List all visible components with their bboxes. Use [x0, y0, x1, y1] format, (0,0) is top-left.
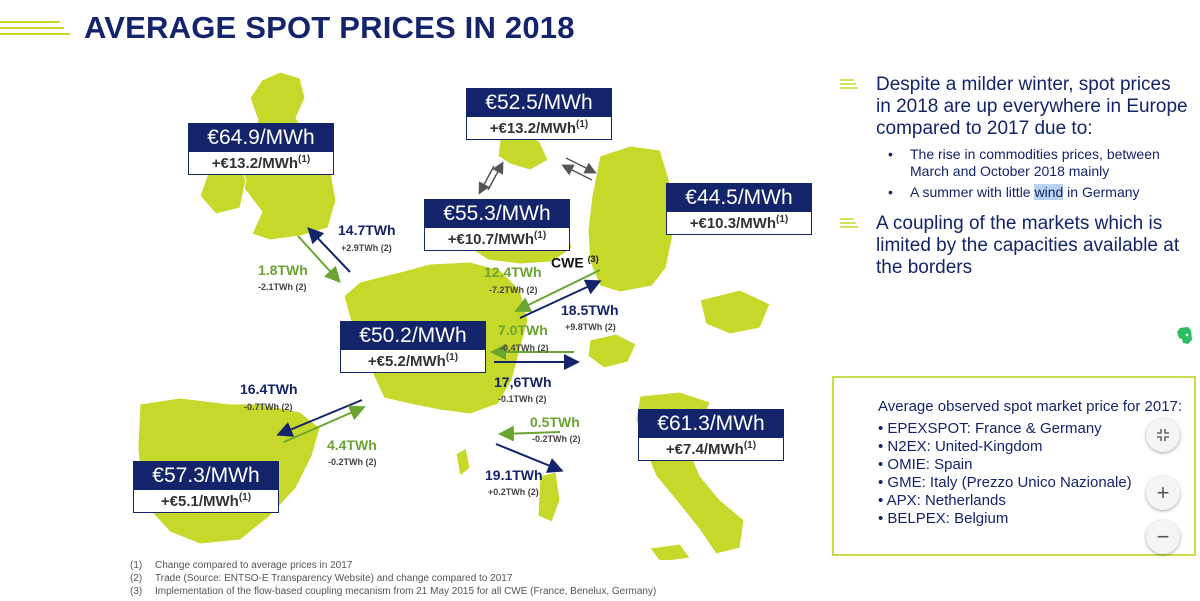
arrow-cwe-green — [514, 269, 601, 312]
legend-item: OMIE: Spain — [878, 456, 1194, 474]
spain-change: +€5.1/MWh(1) — [160, 492, 252, 510]
uk-price-box: €64.9/MWh +€13.2/MWh(1) — [188, 123, 334, 175]
footnote: (2) Trade (Source: ENTSO-E Transparency W… — [130, 573, 513, 584]
flow-es-blue-value: 16.4TWh — [240, 381, 298, 397]
italy-price: €61.3/MWh — [639, 410, 783, 438]
arrow-cwe-blue — [519, 279, 602, 319]
legend-item: BELPEX: Belgium — [878, 510, 1194, 528]
flow-es-green-value: 4.4TWh — [327, 437, 377, 453]
nordic-change: +€13.2/MWh(1) — [489, 119, 589, 137]
germany-shape — [587, 145, 677, 293]
switzerland-shape — [587, 333, 637, 369]
arrow-it-blue — [495, 443, 564, 473]
footnote: (3) Implementation of the flow-based coup… — [130, 586, 657, 597]
benelux-price: €55.3/MWh — [425, 200, 569, 228]
arrow-nordic-benelux-a — [487, 161, 504, 191]
arrow-nordic-germany-a — [565, 157, 597, 174]
flow-it-blue-value: 19.1TWh — [485, 467, 543, 483]
flow-ch-blue-value: 17,6TWh — [494, 374, 552, 390]
cwe-label: CWE (3) — [551, 254, 599, 271]
germany-price: €44.5/MWh — [667, 184, 811, 212]
arrow-uk-fr-blue — [307, 227, 351, 273]
flow-it-green-delta: -0.2TWh (2) — [532, 434, 581, 444]
bullet-lines-icon — [840, 218, 858, 228]
flow-uk-fr-blue-value: 14.7TWh — [338, 222, 396, 238]
bullet-main-1: Despite a milder winter, spot prices in … — [838, 74, 1188, 140]
zoom-in-button[interactable]: + — [1146, 476, 1180, 510]
flow-ch-green-delta: -0.4TWh (2) — [500, 343, 549, 353]
legend-title: Average observed spot market price for 2… — [878, 398, 1183, 415]
bullet-sub-2: A summer with little wind in Germany — [838, 184, 1188, 201]
spain-price: €57.3/MWh — [134, 462, 278, 490]
germany-change: +€10.3/MWh(1) — [689, 214, 789, 232]
italy-price-box: €61.3/MWh +€7.4/MWh(1) — [638, 409, 784, 461]
evernote-icon[interactable] — [1176, 326, 1194, 352]
flow-it-green-value: 0.5TWh — [530, 414, 580, 430]
footnotes: (1) Change compared to average prices in … — [130, 559, 656, 598]
highlighted-word: wind — [1034, 184, 1064, 200]
legend-item: APX: Netherlands — [878, 492, 1194, 510]
legend-2017-prices: Average observed spot market price for 2… — [832, 376, 1196, 556]
uk-change: +€13.2/MWh(1) — [211, 154, 311, 172]
flow-cwe-blue-value: 18.5TWh — [561, 302, 619, 318]
footnote: (1) Change compared to average prices in … — [130, 560, 353, 571]
benelux-change: +€10.7/MWh(1) — [447, 230, 547, 248]
flow-es-blue-delta: -0.7TWh (2) — [244, 402, 293, 412]
bullet-sub-1: The rise in commodities prices, between … — [838, 146, 1188, 180]
legend-item: EPEXSPOT: France & Germany — [878, 420, 1194, 438]
arrow-nordic-benelux-b — [478, 165, 495, 195]
arrow-nordic-germany-b — [561, 164, 593, 181]
flow-ch-blue-delta: -0.1TWh (2) — [498, 394, 547, 404]
nordic-price: €52.5/MWh — [467, 89, 611, 117]
france-price: €50.2/MWh — [341, 322, 485, 350]
collapse-button[interactable] — [1146, 418, 1180, 452]
flow-uk-fr-green-delta: -2.1TWh (2) — [258, 282, 307, 292]
zoom-out-button[interactable]: − — [1146, 520, 1180, 554]
flow-uk-fr-blue-delta: +2.9TWh (2) — [341, 243, 392, 253]
france-price-box: €50.2/MWh +€5.2/MWh(1) — [340, 321, 486, 373]
germany-price-box: €44.5/MWh +€10.3/MWh(1) — [666, 183, 812, 235]
spain-price-box: €57.3/MWh +€5.1/MWh(1) — [133, 461, 279, 513]
legend-item: GME: Italy (Prezzo Unico Nazionale) — [878, 474, 1194, 492]
sicily-shape — [649, 543, 691, 560]
flow-es-green-delta: -0.2TWh (2) — [328, 457, 377, 467]
europe-map — [137, 71, 771, 560]
legend-list: EPEXSPOT: France & Germany N2EX: United-… — [878, 420, 1194, 528]
flow-cwe-green-delta: -7.2TWh (2) — [489, 285, 538, 295]
flow-ch-green-value: 7.0TWh — [498, 322, 548, 338]
bullet-lines-icon — [840, 79, 858, 89]
bullet-main-2: A coupling of the markets which is limit… — [838, 213, 1188, 279]
flow-it-blue-delta: +0.2TWh (2) — [488, 487, 539, 497]
arrow-uk-fr-green — [297, 235, 341, 283]
title-decoration-lines — [0, 21, 70, 35]
collapse-icon — [1157, 429, 1169, 441]
corsica-shape — [455, 447, 471, 477]
italy-change: +€7.4/MWh(1) — [665, 440, 757, 458]
flow-cwe-blue-delta: +9.8TWh (2) — [565, 322, 616, 332]
flow-uk-fr-green-value: 1.8TWh — [258, 262, 308, 278]
commentary: Despite a milder winter, spot prices in … — [838, 74, 1188, 285]
central-europe-shape — [699, 289, 771, 335]
flow-cwe-green-value: 12.4TWh — [484, 264, 542, 280]
page-title: AVERAGE SPOT PRICES IN 2018 — [84, 10, 575, 45]
uk-price: €64.9/MWh — [189, 124, 333, 152]
france-change: +€5.2/MWh(1) — [367, 352, 459, 370]
benelux-price-box: €55.3/MWh +€10.7/MWh(1) — [424, 199, 570, 251]
nordic-price-box: €52.5/MWh +€13.2/MWh(1) — [466, 88, 612, 140]
legend-item: N2EX: United-Kingdom — [878, 438, 1194, 456]
arrow-it-green — [498, 425, 561, 442]
arrow-es-green — [283, 405, 366, 443]
